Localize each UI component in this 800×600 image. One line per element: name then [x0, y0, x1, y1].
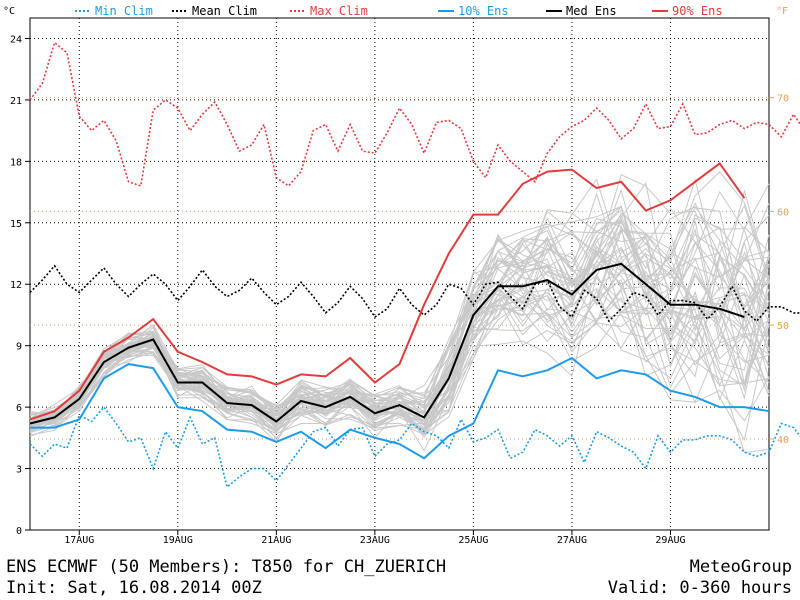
fahrenheit-tick-label: 40 — [777, 435, 789, 446]
ensemble-member-line — [29, 248, 770, 429]
legend-entry: 10%_Ens — [458, 4, 509, 18]
series-10-ens — [30, 356, 770, 460]
x-tick-label: 27AUG — [557, 535, 587, 546]
ensemble-members — [29, 171, 770, 454]
x-tick-label: 23AUG — [360, 535, 390, 546]
chart-title: ENS ECMWF (50 Members): T850 for CH_ZUER… — [6, 557, 446, 577]
unit-left-label: °C — [3, 6, 15, 17]
series-90-ens — [29, 161, 746, 421]
x-tick-label: 19AUG — [163, 535, 193, 546]
legend-entry: Med_Ens — [566, 4, 617, 18]
series-max-clim — [29, 41, 800, 187]
fahrenheit-tick-label: 50 — [777, 321, 789, 332]
celsius-tick-label: 0 — [16, 526, 22, 537]
celsius-tick-label: 18 — [10, 157, 22, 168]
celsius-tick-label: 24 — [10, 34, 22, 45]
ensemble-member-line — [29, 289, 770, 452]
x-tick-label: 21AUG — [261, 535, 291, 546]
fahrenheit-tick-label: 70 — [777, 94, 789, 105]
series-med-ens — [29, 262, 745, 425]
celsius-tick-label: 3 — [16, 465, 22, 476]
legend-entry: Max_Clim — [310, 4, 368, 18]
ensemble-member-line — [29, 183, 770, 423]
x-tick-label: 25AUG — [458, 535, 488, 546]
valid-range: Valid: 0-360 hours — [608, 578, 792, 598]
unit-right-label: °F — [776, 6, 788, 17]
celsius-tick-label: 6 — [16, 403, 22, 414]
brand-name: MeteoGroup — [690, 557, 792, 577]
celsius-tick-label: 21 — [10, 96, 22, 107]
x-tick-label: 17AUG — [64, 535, 94, 546]
ensemble-member-line — [29, 205, 770, 427]
celsius-tick-label: 15 — [10, 219, 22, 230]
series-min-clim — [29, 405, 800, 489]
legend-entry: Min_Clim — [95, 4, 153, 18]
legend-entry: 90%_Ens — [672, 4, 723, 18]
celsius-tick-label: 12 — [10, 280, 22, 291]
fahrenheit-tick-label: 60 — [777, 207, 789, 218]
init-time: Init: Sat, 16.08.2014 00Z — [6, 578, 262, 598]
ensemble-member-line — [29, 274, 770, 432]
x-tick-label: 29AUG — [655, 535, 685, 546]
ensemble-member-line — [29, 174, 770, 424]
ensemble-member-line — [29, 206, 770, 421]
ensemble-member-line — [29, 295, 770, 441]
legend-entry: Mean_Clim — [192, 4, 257, 18]
legend: Min_Clim Mean_Clim Max_Clim 10%_Ens Med_Ens 9… — [75, 4, 723, 18]
celsius-tick-label: 9 — [16, 342, 22, 353]
plot-area: 40 50 60 70 0 3 6 9 12 15 18 21 24 17AUG 19AUG 21AUG 23A… — [10, 17, 800, 546]
